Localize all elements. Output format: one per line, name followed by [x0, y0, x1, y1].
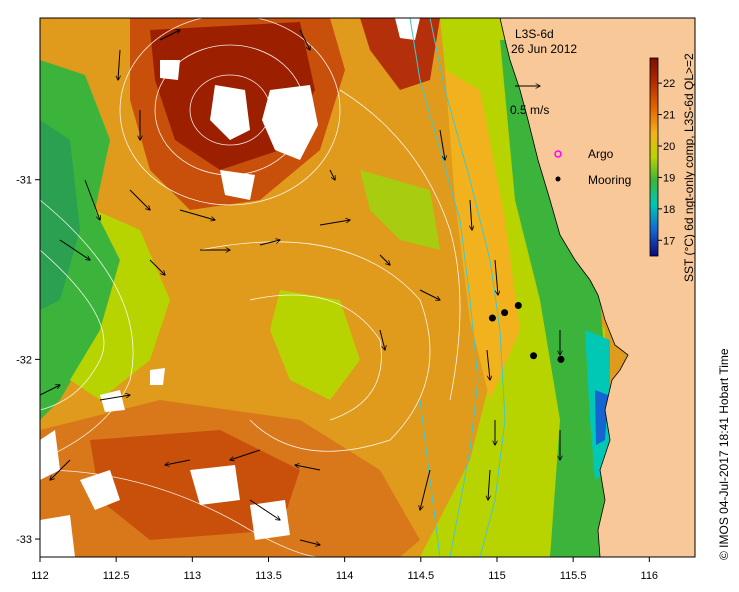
plot-frame: [39, 17, 696, 558]
sst-coastal-cool: [500, 40, 610, 557]
sst-central-green: [270, 290, 360, 400]
sst-central-green2: [360, 170, 440, 250]
x-tick-label: 112.5: [103, 570, 130, 582]
scale-label: 0.5 m/s: [510, 103, 549, 117]
x-tick-label: 116: [641, 570, 659, 582]
mooring-point: [514, 301, 522, 309]
sst-inshore-blue: [595, 390, 608, 445]
x-tick-label: 114: [336, 570, 354, 582]
x-tick-label: 115.5: [560, 570, 587, 582]
credit-label: © IMOS 04-Jul-2017 18:41 Hobart Time: [717, 348, 731, 560]
colorbar-title: SST (°C) 6d ngt-only comp, L3S-6d QL>=2: [682, 53, 696, 282]
sst-warm-core-n: [360, 18, 440, 90]
x-tick-label: 113.5: [255, 570, 282, 582]
mooring-markers: [488, 301, 565, 363]
colorbar-tick-label: 21: [663, 110, 675, 122]
mooring-marker-icon: [555, 176, 561, 182]
sst-cool-region-west2: [40, 120, 80, 310]
y-tick-label: -31: [16, 175, 32, 187]
mooring-point: [488, 314, 496, 322]
missing-data-areas: [40, 18, 420, 557]
sst-coastal-orange: [445, 70, 520, 400]
product-label: L3S-6d: [515, 27, 554, 41]
colorbar: 22 21 20 19 18 17 SST (°C) 6d ngt-only comp, …: [649, 53, 696, 282]
colorbar-tick-label: 20: [663, 141, 675, 153]
colorbar-tick-label: 19: [663, 172, 675, 184]
land-australia: [499, 18, 695, 557]
sst-field: [40, 18, 610, 557]
current-vectors: [40, 30, 560, 545]
argo-marker-icon: [554, 150, 562, 158]
colorbar-gradient: [649, 57, 659, 257]
x-tick-label: 112: [31, 570, 49, 582]
date-label: 26 Jun 2012: [511, 42, 577, 56]
x-tick-label: 115: [488, 570, 506, 582]
ssh-contours: [40, 18, 461, 557]
sst-mixed-band: [70, 210, 170, 400]
colorbar-tick-label: 22: [663, 78, 675, 90]
y-axis: -31 -32 -33: [16, 175, 40, 546]
map-plot-area: [40, 18, 695, 557]
legend: Argo Mooring: [554, 147, 631, 187]
legend-mooring-label: Mooring: [588, 173, 631, 187]
y-tick-label: -33: [16, 534, 32, 546]
mooring-point: [557, 355, 565, 363]
bathymetry-contours: [409, 18, 506, 557]
y-tick-label: -32: [16, 354, 32, 366]
colorbar-ticks: 22 21 20 19 18 17: [658, 78, 675, 247]
legend-argo-label: Argo: [588, 147, 614, 161]
colorbar-tick-label: 17: [663, 235, 675, 247]
mooring-point: [501, 309, 509, 317]
x-axis: 112 112.5 113 113.5 114 114.5 115 115.5 116: [31, 557, 658, 582]
x-tick-label: 113: [184, 570, 202, 582]
colorbar-tick-label: 18: [663, 204, 675, 216]
x-tick-label: 114.5: [407, 570, 434, 582]
mooring-point: [530, 352, 538, 360]
